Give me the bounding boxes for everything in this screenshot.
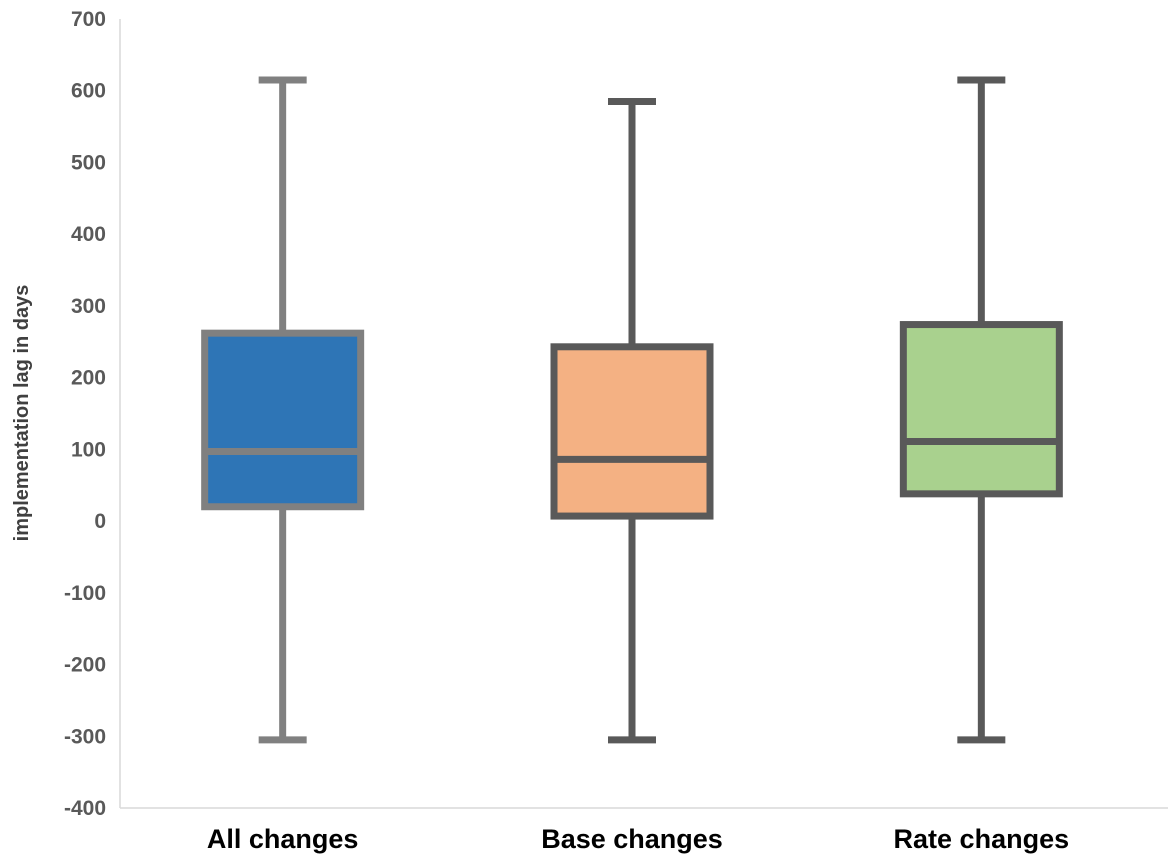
x-category-label: All changes [207,824,359,854]
y-tick-label: -300 [64,725,106,748]
y-tick-label: 300 [71,295,106,318]
y-tick-label: 100 [71,438,106,461]
y-tick-label: -400 [64,797,106,820]
x-category-label: Base changes [541,824,723,854]
y-tick-label: 400 [71,223,106,246]
axes-layer [119,19,1168,809]
y-axis-title: implementation lag in days [11,285,33,542]
labels-layer: 700 600 500 400 300 200 100 0 -100 -200 -300 -400 Al… [64,8,1069,854]
boxes-layer [201,76,1063,744]
y-tick-label: -200 [64,654,106,677]
y-tick-label: 500 [71,151,106,174]
box-rate-changes [899,76,1063,744]
y-tick-label: 200 [71,367,106,390]
y-tick-label: -100 [64,582,106,605]
box-all-changes [201,76,365,744]
interquartile-box [201,329,365,511]
interquartile-box [899,321,1063,498]
y-tick-label: 700 [71,8,106,31]
x-category-label: Rate changes [894,824,1070,854]
box-base-changes [550,97,714,744]
interquartile-box [550,343,714,520]
y-tick-label: 0 [94,510,106,533]
y-tick-label: 600 [71,80,106,103]
